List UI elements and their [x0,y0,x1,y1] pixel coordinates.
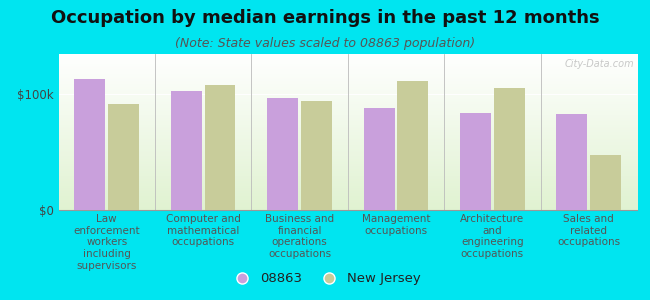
Legend: 08863, New Jersey: 08863, New Jersey [224,267,426,290]
Text: (Note: State values scaled to 08863 population): (Note: State values scaled to 08863 popu… [175,38,475,50]
Bar [397,81,428,210]
Bar [205,85,235,210]
Bar [460,113,491,210]
Bar [108,104,139,210]
Bar [267,98,298,210]
Text: City-Data.com: City-Data.com [564,59,634,69]
Text: Occupation by median earnings in the past 12 months: Occupation by median earnings in the pas… [51,9,599,27]
Bar [590,154,621,210]
Bar [556,114,588,210]
Bar [171,91,202,210]
Bar [494,88,525,210]
Bar [74,80,105,210]
Bar [363,108,395,210]
Bar [301,101,332,210]
